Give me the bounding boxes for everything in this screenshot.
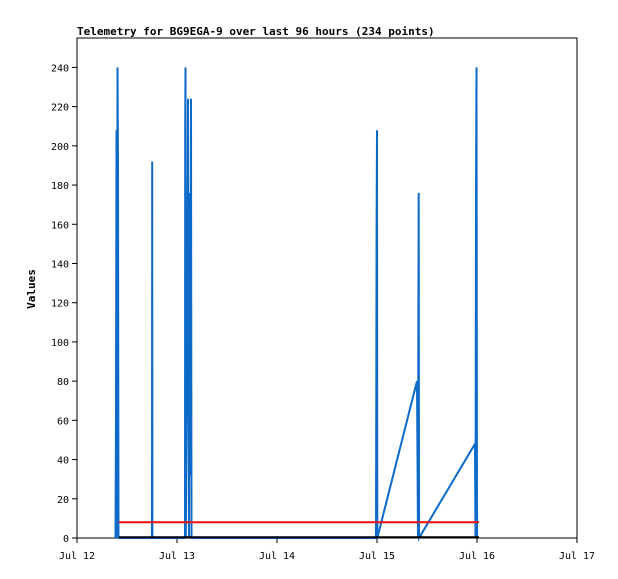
y-tick-label: 20 (57, 495, 69, 506)
x-tick-label: Jul 15 (359, 551, 395, 562)
y-tick-label: 0 (63, 534, 69, 545)
y-tick-label: 120 (51, 299, 69, 310)
x-axis: Jul 12 Jul 13 Jul 14 Jul 15 Jul 16 Jul 17 (59, 538, 595, 562)
x-tick-label: Jul 17 (559, 551, 595, 562)
x-tick-label: Jul 13 (159, 551, 195, 562)
y-tick-label: 40 (57, 456, 69, 467)
y-axis-label: Values (25, 269, 38, 309)
y-tick-label: 100 (51, 338, 69, 349)
y-axis: 0 20 40 60 80 100 120 140 160 180 200 220 240 (51, 63, 77, 545)
series-line-blue (114, 67, 478, 542)
x-tick-label: Jul 14 (259, 551, 295, 562)
x-tick-label: Jul 16 (459, 551, 495, 562)
x-tick-label: Jul 12 (59, 551, 95, 562)
chart-title: Telemetry for BG9EGA-9 over last 96 hour… (77, 25, 435, 38)
y-tick-label: 80 (57, 377, 69, 388)
y-tick-label: 200 (51, 142, 69, 153)
series-layer (114, 67, 479, 542)
y-tick-label: 140 (51, 259, 69, 270)
y-tick-label: 160 (51, 220, 69, 231)
y-tick-label: 180 (51, 181, 69, 192)
y-tick-label: 60 (57, 416, 69, 427)
y-tick-label: 220 (51, 103, 69, 114)
y-tick-label: 240 (51, 63, 69, 74)
